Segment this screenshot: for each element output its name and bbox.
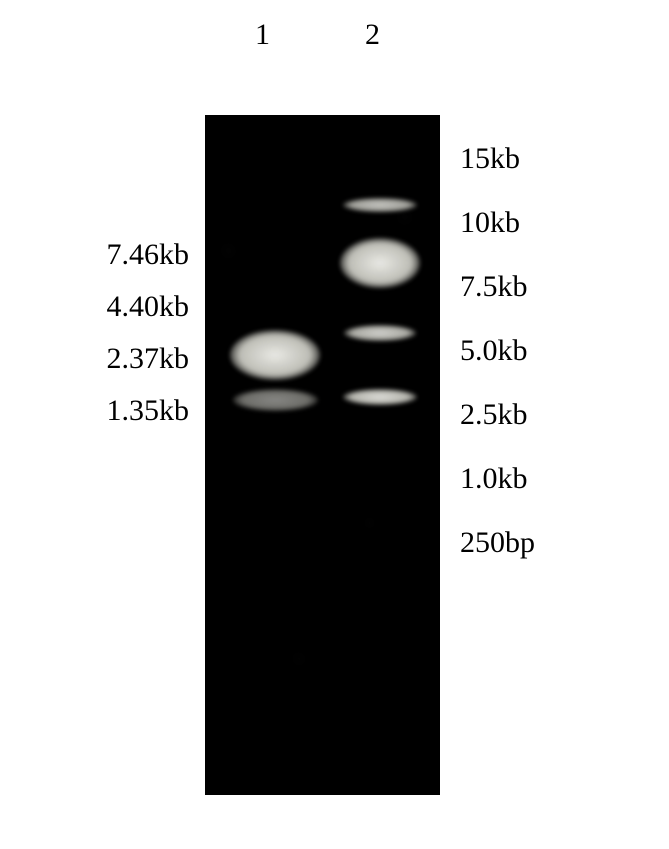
lane-header-1: 1 xyxy=(255,18,270,52)
right-size-label: 15kb xyxy=(460,142,520,176)
right-size-label: 1.0kb xyxy=(460,462,528,496)
right-size-label: 2.5kb xyxy=(460,398,528,432)
left-size-label: 4.40kb xyxy=(107,290,190,324)
gel-noise xyxy=(205,115,440,795)
right-size-label: 250bp xyxy=(460,526,535,560)
lane-header-2: 2 xyxy=(365,18,380,52)
gel-band xyxy=(343,198,417,212)
gel-band xyxy=(230,330,320,380)
right-size-label: 10kb xyxy=(460,206,520,240)
gel-band xyxy=(344,325,416,341)
gel-band xyxy=(343,389,417,405)
left-size-label: 1.35kb xyxy=(107,394,190,428)
gel-image xyxy=(205,115,440,795)
gel-band xyxy=(340,238,420,288)
gel-band xyxy=(233,389,318,411)
right-size-label: 7.5kb xyxy=(460,270,528,304)
right-size-label: 5.0kb xyxy=(460,334,528,368)
left-size-label: 2.37kb xyxy=(107,342,190,376)
left-size-label: 7.46kb xyxy=(107,238,190,272)
